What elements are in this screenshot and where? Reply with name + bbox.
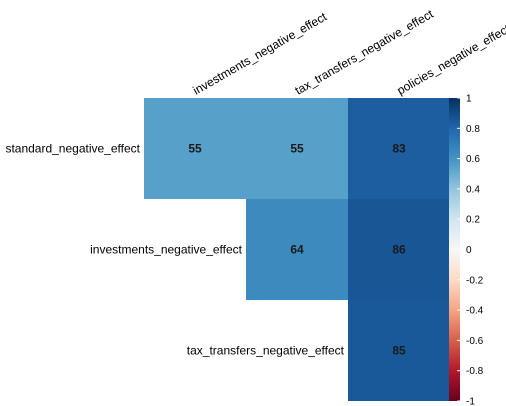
heatmap-cell-1-1 [246,199,348,300]
colorbar-ticks: 1 0.8 0.6 0.4 0.2 0 -0.2 -0.4 -0.6 -0.8 -1 [457,94,484,406]
cell-value-0-0: 55 [188,142,202,156]
heatmap-cell-1-2 [348,199,450,300]
colorbar-tick-label: 1 [466,94,472,105]
heatmap-cell-0-2 [348,98,450,199]
colorbar-tick-label: 0.8 [466,124,480,135]
cell-value-1-1: 64 [290,243,304,257]
cell-value-0-2: 83 [392,142,406,156]
row-label-0: standard_negative_effect [5,142,140,156]
cell-value-0-1: 55 [290,142,304,156]
colorbar-tick-label: 0 [466,245,472,256]
heatmap-cells [144,98,450,401]
cell-value-1-2: 86 [392,243,406,257]
heatmap-cell-0-0 [144,98,246,199]
colorbar-tick-label: -1 [466,397,475,406]
colorbar-tick-label: 0.4 [466,184,480,195]
cell-values: 55 55 83 64 86 85 [188,142,406,358]
column-labels: investments_negative_effecttax_transfers… [191,7,506,98]
heatmap-cell-2-2 [348,300,450,401]
row-label-2: tax_transfers_negative_effect [187,344,345,358]
colorbar-tick-label: -0.4 [466,306,484,317]
colorbar-gradient [449,98,460,401]
row-label-1: investments_negative_effect [90,243,243,257]
colorbar-tick-label: 0.2 [466,215,480,226]
heatmap-cell-0-1 [246,98,348,199]
colorbar: 1 0.8 0.6 0.4 0.2 0 -0.2 -0.4 -0.6 -0.8 -1 [449,94,484,406]
colorbar-tick-label: -0.8 [466,366,484,377]
colorbar-tick-label: -0.6 [466,336,484,347]
row-labels: standard_negative_effect investments_nega… [5,142,344,358]
colorbar-tick-label: -0.2 [466,275,484,286]
cell-value-2-2: 85 [392,344,406,358]
colorbar-tick-label: 0.6 [466,154,480,165]
